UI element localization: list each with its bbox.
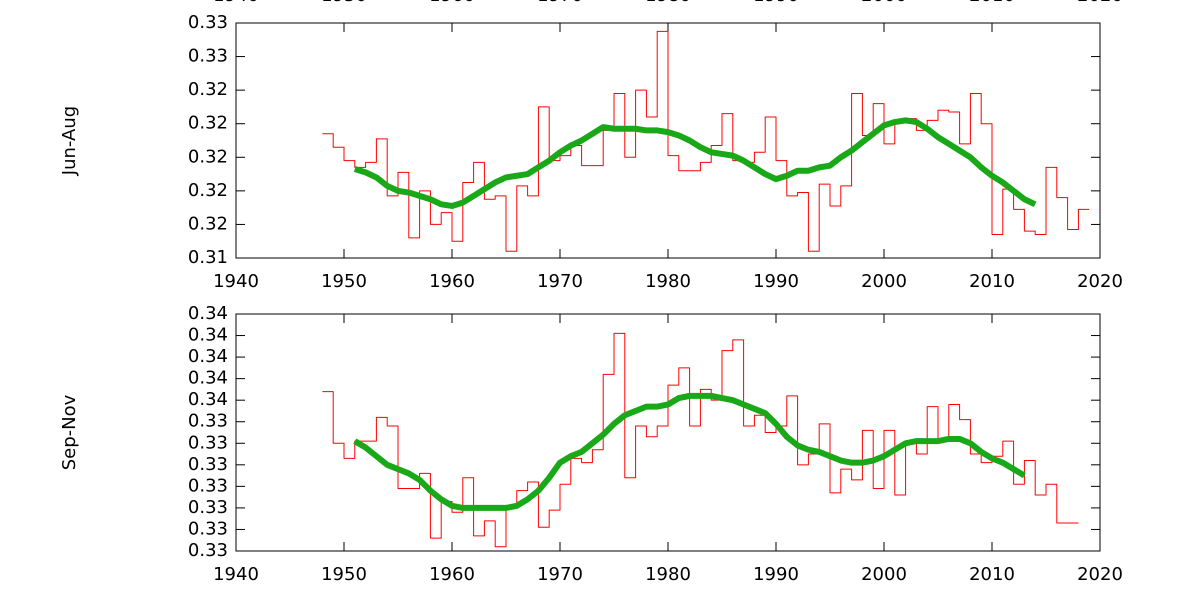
y-tick-label: 0.32	[188, 213, 228, 234]
y-tick-label: 0.33	[188, 432, 228, 453]
y-tick-label: 0.33	[188, 540, 228, 561]
x-tick-label: 2020	[1077, 271, 1123, 292]
x-tick-label: 1940	[213, 271, 259, 292]
step-line	[322, 332, 1079, 548]
x-tick-label: 2010	[969, 0, 1015, 6]
x-tick-label: 2010	[969, 564, 1015, 585]
step-line	[322, 30, 1090, 252]
x-tick-label: 1940	[213, 0, 259, 6]
y-axis-label: Jun-Aug	[59, 106, 80, 176]
y-tick-label: 0.32	[188, 79, 228, 100]
x-tick-label: 1950	[321, 0, 367, 6]
x-tick-label: 2010	[969, 271, 1015, 292]
x-tick-label: 1990	[753, 564, 799, 585]
smooth-line	[353, 117, 1037, 209]
y-axis-label: Sep-Nov	[59, 394, 80, 470]
y-tick-label: 0.34	[188, 303, 228, 324]
x-tick-label: 1990	[753, 0, 799, 6]
x-tick-label: 2000	[861, 0, 907, 6]
y-tick-label: 0.33	[188, 497, 228, 518]
y-tick-label: 0.33	[188, 411, 228, 432]
x-tick-label: 1960	[429, 271, 475, 292]
y-tick-label: 0.33	[188, 12, 228, 33]
x-tick-label: 2000	[861, 271, 907, 292]
x-tick-label: 2020	[1077, 564, 1123, 585]
x-tick-label: 1970	[537, 564, 583, 585]
x-tick-label: 1970	[537, 271, 583, 292]
x-tick-label: 1980	[645, 0, 691, 6]
y-tick-label: 0.33	[188, 46, 228, 67]
x-tick-label: 1960	[429, 564, 475, 585]
x-tick-label: 1950	[321, 271, 367, 292]
x-tick-label: 1980	[645, 564, 691, 585]
x-tick-label: 1940	[213, 564, 259, 585]
x-tick-label: 1950	[321, 564, 367, 585]
y-tick-label: 0.32	[188, 146, 228, 167]
x-tick-label: 1980	[645, 271, 691, 292]
y-tick-label: 0.32	[188, 113, 228, 134]
x-tick-label: 2000	[861, 564, 907, 585]
y-tick-label: 0.33	[188, 475, 228, 496]
y-tick-label: 0.33	[188, 454, 228, 475]
y-tick-label: 0.34	[188, 346, 228, 367]
x-tick-label: 1970	[537, 0, 583, 6]
smooth-line	[353, 392, 1026, 511]
y-tick-label: 0.34	[188, 389, 228, 410]
x-tick-label: 2020	[1077, 0, 1123, 6]
y-tick-label: 0.32	[188, 180, 228, 201]
y-tick-label: 0.31	[188, 247, 228, 268]
x-tick-label: 1960	[429, 0, 475, 6]
y-tick-label: 0.34	[188, 325, 228, 346]
y-tick-label: 0.33	[188, 518, 228, 539]
x-tick-label: 1990	[753, 271, 799, 292]
y-tick-label: 0.34	[188, 368, 228, 389]
